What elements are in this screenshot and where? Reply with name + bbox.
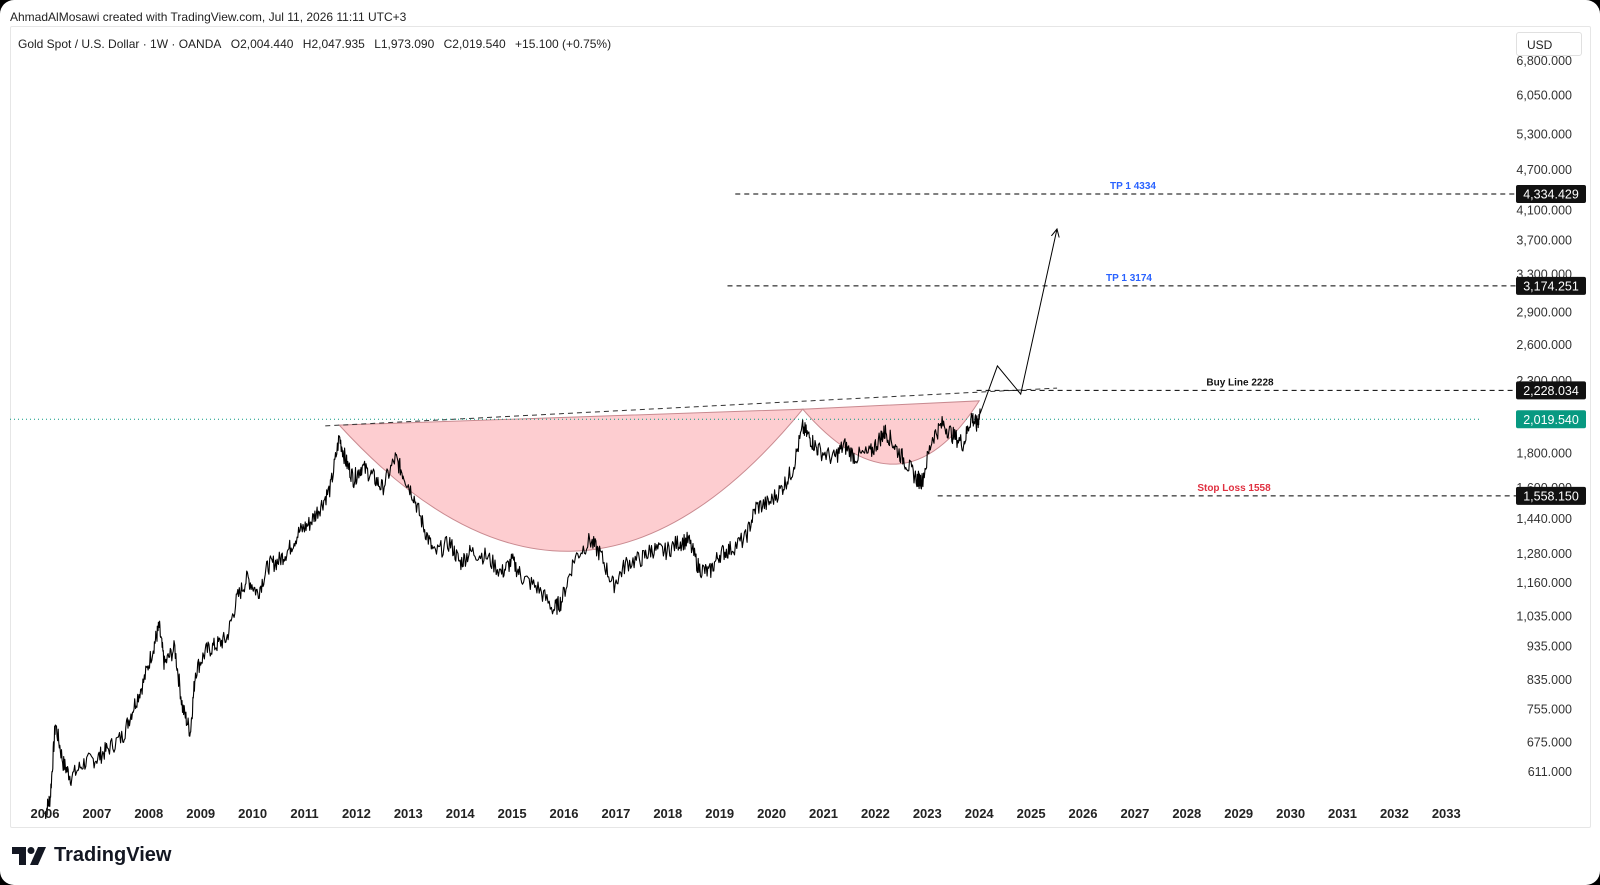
current-price-badge: 2,019.540: [1523, 413, 1579, 427]
chart-area[interactable]: [10, 26, 1591, 828]
current-price-badge-bg: [1516, 410, 1586, 429]
y-tick-label: 1,800.000: [1516, 446, 1572, 460]
x-tick-label: 2020: [757, 806, 786, 821]
x-tick-label: 2021: [809, 806, 838, 821]
y-tick-label: 1,160.000: [1516, 576, 1572, 590]
y-tick-label: 2,600.000: [1516, 338, 1572, 352]
y-tick-label: 5,300.000: [1516, 128, 1572, 142]
y-tick-label: 4,700.000: [1516, 163, 1572, 177]
x-tick-label: 2024: [965, 806, 995, 821]
y-tick-label: 1,440.000: [1516, 512, 1572, 526]
x-tick-label: 2019: [705, 806, 734, 821]
x-tick-label: 2032: [1380, 806, 1409, 821]
x-tick-label: 2012: [342, 806, 371, 821]
x-tick-label: 2022: [861, 806, 890, 821]
x-tick-label: 2027: [1120, 806, 1149, 821]
symbol-header: Gold Spot / U.S. Dollar · 1W · OANDA O2,…: [18, 37, 617, 51]
x-tick-label: 2009: [186, 806, 215, 821]
x-tick-label: 2007: [82, 806, 111, 821]
level-label-2: Buy Line 2228: [1206, 377, 1274, 388]
y-tick-label: 2,900.000: [1516, 306, 1572, 320]
level-label-3: Stop Loss 1558: [1197, 483, 1271, 494]
price-badge-3: 1,558.150: [1523, 489, 1579, 503]
x-tick-label: 2010: [238, 806, 267, 821]
level-label-1: TP 1 3174: [1106, 273, 1152, 284]
brand-name: TradingView: [54, 844, 172, 866]
x-tick-label: 2030: [1276, 806, 1305, 821]
price-series: [44, 408, 981, 820]
author-credit: AhmadAlMosawi created with TradingView.c…: [10, 10, 407, 24]
x-tick-label: 2023: [913, 806, 942, 821]
price-badge-2: 2,228.034: [1523, 384, 1579, 398]
price-badge-1: 3,174.251: [1523, 279, 1579, 293]
ohlc-change: +15.100 (+0.75%): [515, 37, 612, 51]
price-badge-1-bg: [1516, 276, 1586, 295]
projection-arrow[interactable]: [979, 229, 1057, 414]
y-tick-label: 1,035.000: [1516, 610, 1572, 624]
x-tick-label: 2015: [498, 806, 527, 821]
x-tick-label: 2006: [31, 806, 60, 821]
ohlc-low: L1,973.090: [374, 37, 435, 51]
x-tick-label: 2026: [1069, 806, 1098, 821]
ohlc-open: O2,004.440: [230, 37, 294, 51]
x-tick-label: 2029: [1224, 806, 1253, 821]
y-tick-label: 675.000: [1527, 736, 1572, 750]
x-tick-label: 2031: [1328, 806, 1357, 821]
level-label-0: TP 1 4334: [1110, 181, 1156, 192]
y-tick-label: 1,280.000: [1516, 547, 1572, 561]
tradingview-logo[interactable]: TradingView: [12, 844, 171, 867]
x-tick-label: 2018: [653, 806, 682, 821]
y-tick-label: 835.000: [1527, 673, 1572, 687]
y-tick-label: 4,100.000: [1516, 203, 1572, 217]
x-tick-label: 2011: [290, 806, 318, 821]
x-tick-label: 2017: [601, 806, 630, 821]
y-tick-label: 935.000: [1527, 639, 1572, 653]
x-tick-label: 2028: [1172, 806, 1201, 821]
x-tick-label: 2016: [550, 806, 579, 821]
x-tick-label: 2013: [394, 806, 423, 821]
cup-shape: [338, 408, 804, 552]
price-badge-0: 4,334.429: [1523, 188, 1579, 202]
ohlc-close: C2,019.540: [443, 37, 506, 51]
x-tick-label: 2033: [1432, 806, 1461, 821]
y-tick-label: 3,700.000: [1516, 234, 1572, 248]
tradingview-logo-icon: [12, 846, 46, 865]
symbol-name[interactable]: Gold Spot / U.S. Dollar · 1W · OANDA: [18, 37, 222, 51]
x-tick-label: 2008: [134, 806, 163, 821]
ohlc-high: H2,047.935: [302, 37, 365, 51]
y-tick-label: 6,050.000: [1516, 89, 1572, 103]
price-badge-3-bg: [1516, 486, 1586, 505]
price-badge-2-bg: [1516, 381, 1586, 400]
y-tick-label: 611.000: [1528, 765, 1572, 779]
currency-selector[interactable]: USD: [1516, 32, 1582, 56]
x-tick-label: 2025: [1017, 806, 1046, 821]
x-tick-label: 2014: [446, 806, 476, 821]
y-tick-label: 6,800.000: [1516, 54, 1572, 68]
price-badge-0-bg: [1516, 185, 1586, 203]
y-tick-label: 755.000: [1527, 703, 1572, 717]
